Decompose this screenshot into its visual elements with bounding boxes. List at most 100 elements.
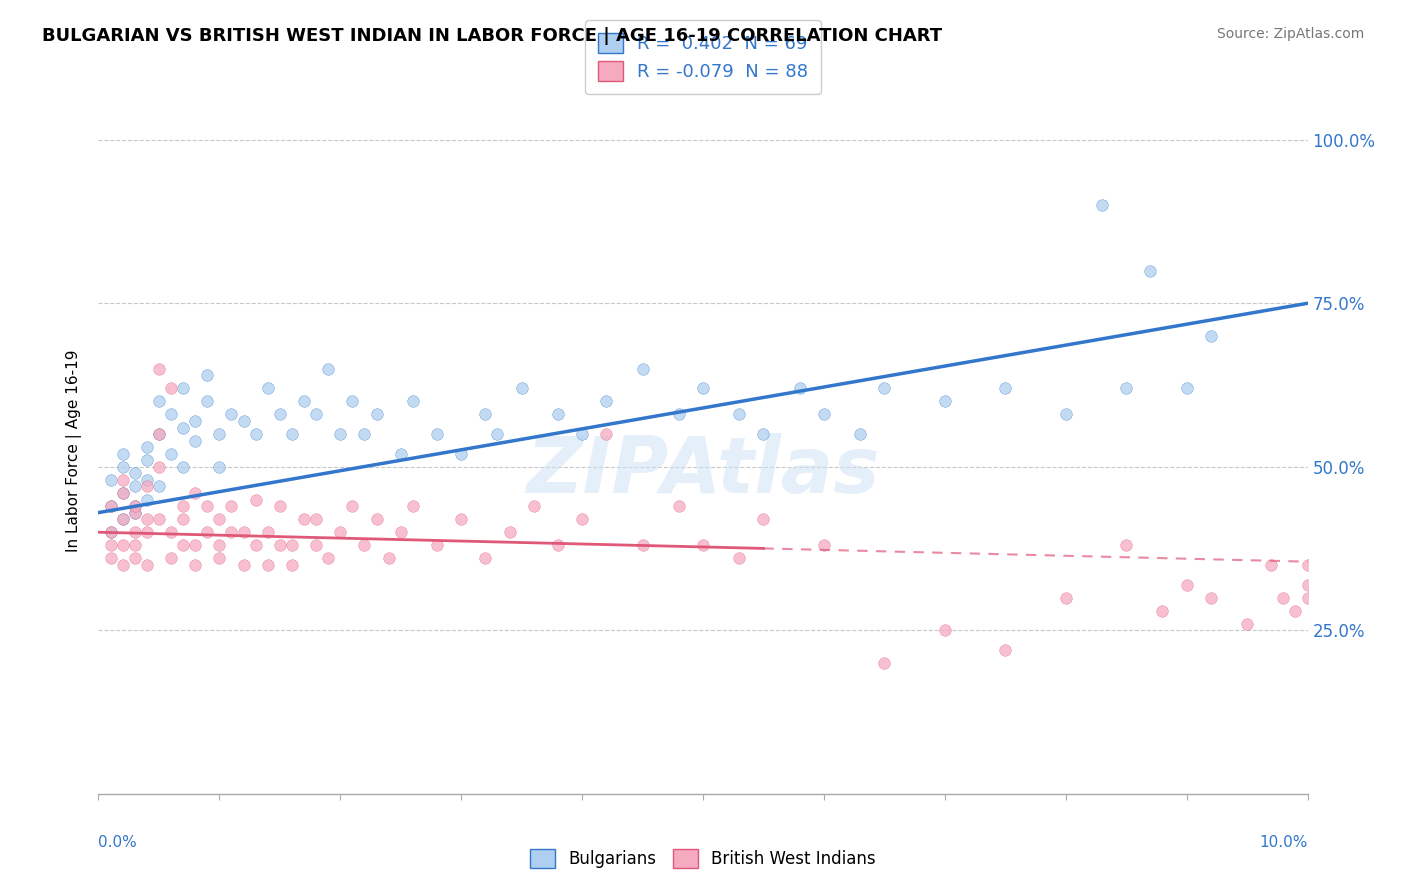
Point	[100, 473, 122, 487]
Point	[232, 525, 254, 540]
Point	[547, 538, 569, 552]
Point	[474, 551, 496, 566]
Point	[305, 538, 328, 552]
Point	[135, 512, 157, 526]
Point	[595, 394, 617, 409]
Point	[160, 381, 183, 395]
Point	[184, 414, 207, 428]
Point	[305, 512, 328, 526]
Point	[124, 506, 146, 520]
Point	[1199, 329, 1222, 343]
Point	[789, 381, 811, 395]
Point	[849, 427, 872, 442]
Point	[571, 512, 593, 526]
Point	[232, 558, 254, 572]
Point	[1152, 604, 1174, 618]
Point	[353, 538, 375, 552]
Point	[450, 447, 472, 461]
Point	[172, 459, 194, 474]
Point	[208, 551, 231, 566]
Point	[184, 538, 207, 552]
Point	[305, 408, 328, 422]
Point	[402, 499, 425, 513]
Legend: Bulgarians, British West Indians: Bulgarians, British West Indians	[523, 842, 883, 875]
Point	[426, 538, 449, 552]
Point	[111, 447, 134, 461]
Point	[474, 408, 496, 422]
Point	[1115, 381, 1137, 395]
Point	[752, 512, 775, 526]
Text: 10.0%: 10.0%	[1260, 835, 1308, 850]
Point	[148, 427, 170, 442]
Point	[148, 427, 170, 442]
Point	[1296, 577, 1319, 591]
Point	[124, 479, 146, 493]
Point	[135, 473, 157, 487]
Point	[135, 440, 157, 454]
Point	[281, 538, 304, 552]
Point	[292, 512, 315, 526]
Point	[486, 427, 509, 442]
Point	[292, 394, 315, 409]
Point	[1091, 198, 1114, 212]
Point	[100, 499, 122, 513]
Point	[329, 427, 352, 442]
Point	[208, 427, 231, 442]
Point	[752, 427, 775, 442]
Point	[208, 512, 231, 526]
Point	[426, 427, 449, 442]
Point	[124, 525, 146, 540]
Point	[813, 408, 835, 422]
Point	[172, 499, 194, 513]
Point	[195, 525, 218, 540]
Y-axis label: In Labor Force | Age 16-19: In Labor Force | Age 16-19	[66, 349, 83, 552]
Point	[256, 525, 278, 540]
Text: Source: ZipAtlas.com: Source: ZipAtlas.com	[1216, 27, 1364, 41]
Point	[100, 538, 122, 552]
Point	[1272, 591, 1295, 605]
Point	[1054, 408, 1077, 422]
Point	[631, 361, 654, 376]
Point	[510, 381, 533, 395]
Point	[523, 499, 546, 513]
Point	[256, 558, 278, 572]
Point	[994, 643, 1017, 657]
Point	[245, 538, 267, 552]
Point	[1260, 558, 1282, 572]
Point	[1175, 381, 1198, 395]
Point	[184, 434, 207, 448]
Point	[111, 512, 134, 526]
Point	[195, 394, 218, 409]
Point	[571, 427, 593, 442]
Text: BULGARIAN VS BRITISH WEST INDIAN IN LABOR FORCE | AGE 16-19 CORRELATION CHART: BULGARIAN VS BRITISH WEST INDIAN IN LABO…	[42, 27, 942, 45]
Point	[353, 427, 375, 442]
Point	[111, 558, 134, 572]
Point	[668, 408, 690, 422]
Point	[873, 656, 896, 670]
Point	[631, 538, 654, 552]
Point	[221, 408, 243, 422]
Point	[135, 492, 157, 507]
Point	[1199, 591, 1222, 605]
Point	[184, 486, 207, 500]
Point	[728, 551, 751, 566]
Point	[1115, 538, 1137, 552]
Point	[402, 394, 425, 409]
Point	[111, 486, 134, 500]
Point	[208, 459, 231, 474]
Legend: R =  0.402  N = 69, R = -0.079  N = 88: R = 0.402 N = 69, R = -0.079 N = 88	[585, 20, 821, 95]
Point	[692, 381, 714, 395]
Point	[389, 447, 412, 461]
Point	[208, 538, 231, 552]
Point	[172, 512, 194, 526]
Point	[221, 499, 243, 513]
Point	[100, 551, 122, 566]
Point	[184, 558, 207, 572]
Point	[377, 551, 399, 566]
Point	[148, 361, 170, 376]
Point	[124, 538, 146, 552]
Point	[813, 538, 835, 552]
Point	[124, 499, 146, 513]
Point	[245, 427, 267, 442]
Point	[124, 499, 146, 513]
